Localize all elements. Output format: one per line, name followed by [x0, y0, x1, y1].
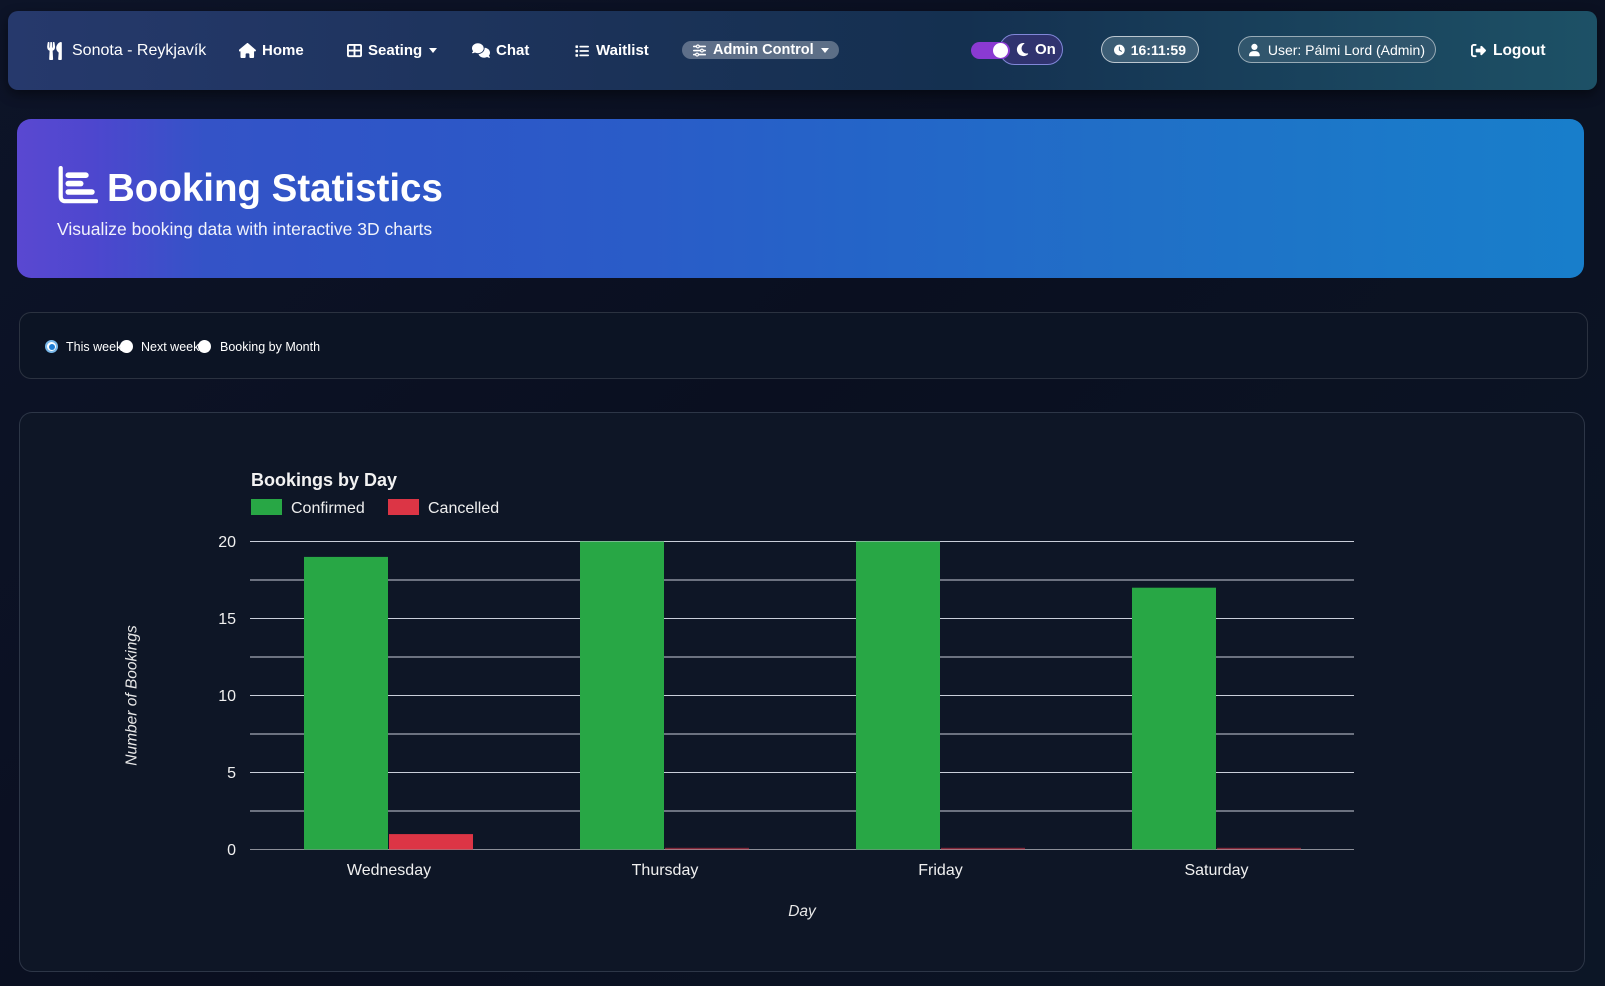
svg-text:Cancelled: Cancelled: [428, 500, 499, 517]
svg-text:15: 15: [218, 611, 236, 628]
svg-text:0: 0: [227, 842, 236, 859]
svg-text:20: 20: [218, 534, 236, 551]
svg-text:Bookings by Day: Bookings by Day: [251, 470, 397, 490]
svg-text:5: 5: [227, 765, 236, 782]
svg-text:Confirmed: Confirmed: [291, 500, 365, 517]
svg-text:Wednesday: Wednesday: [347, 862, 431, 879]
svg-text:Friday: Friday: [918, 862, 962, 879]
svg-text:Thursday: Thursday: [632, 862, 699, 879]
svg-text:Saturday: Saturday: [1184, 862, 1248, 879]
svg-text:Number of Bookings: Number of Bookings: [124, 625, 141, 766]
svg-text:10: 10: [218, 688, 236, 705]
svg-text:Day: Day: [788, 903, 817, 920]
